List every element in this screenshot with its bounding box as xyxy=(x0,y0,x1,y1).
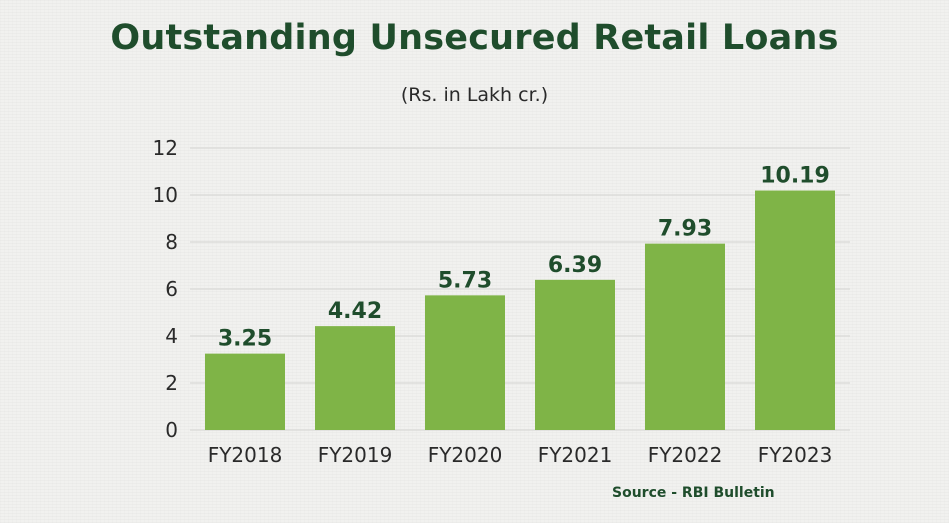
y-tick-label: 10 xyxy=(153,183,178,207)
value-label: 6.39 xyxy=(548,253,602,278)
bar-fy2018 xyxy=(205,353,285,430)
y-axis-ticks: 0 2 4 6 8 10 12 xyxy=(153,136,178,442)
y-tick-label: 4 xyxy=(165,324,178,348)
x-tick-label: FY2022 xyxy=(648,443,723,467)
x-tick-label: FY2019 xyxy=(318,443,393,467)
bar-fy2022 xyxy=(645,243,725,430)
source-note: Source - RBI Bulletin xyxy=(612,485,775,501)
value-labels: 3.25 4.42 5.73 6.39 7.93 10.19 xyxy=(218,164,830,352)
value-label: 10.19 xyxy=(760,164,830,189)
y-tick-label: 12 xyxy=(153,136,178,160)
value-label: 4.42 xyxy=(328,299,382,324)
y-tick-label: 2 xyxy=(165,371,178,395)
x-tick-label: FY2023 xyxy=(758,443,833,467)
x-axis-labels: FY2018 FY2019 FY2020 FY2021 FY2022 FY2023 xyxy=(208,443,833,467)
gridlines xyxy=(190,147,850,431)
value-label: 5.73 xyxy=(438,268,492,293)
bar-fy2021 xyxy=(535,279,615,430)
bar-fy2019 xyxy=(315,326,395,430)
bar-fy2023 xyxy=(755,190,835,430)
x-tick-label: FY2018 xyxy=(208,443,283,467)
y-tick-label: 8 xyxy=(165,230,178,254)
chart-title: Outstanding Unsecured Retail Loans xyxy=(110,18,839,58)
chart-subtitle: (Rs. in Lakh cr.) xyxy=(400,84,549,106)
y-tick-label: 0 xyxy=(165,418,178,442)
bar-fy2020 xyxy=(425,295,505,430)
y-tick-label: 6 xyxy=(165,277,178,301)
x-tick-label: FY2020 xyxy=(428,443,503,467)
value-label: 3.25 xyxy=(218,327,272,352)
bars xyxy=(205,190,835,430)
value-label: 7.93 xyxy=(658,217,712,242)
x-tick-label: FY2021 xyxy=(538,443,613,467)
